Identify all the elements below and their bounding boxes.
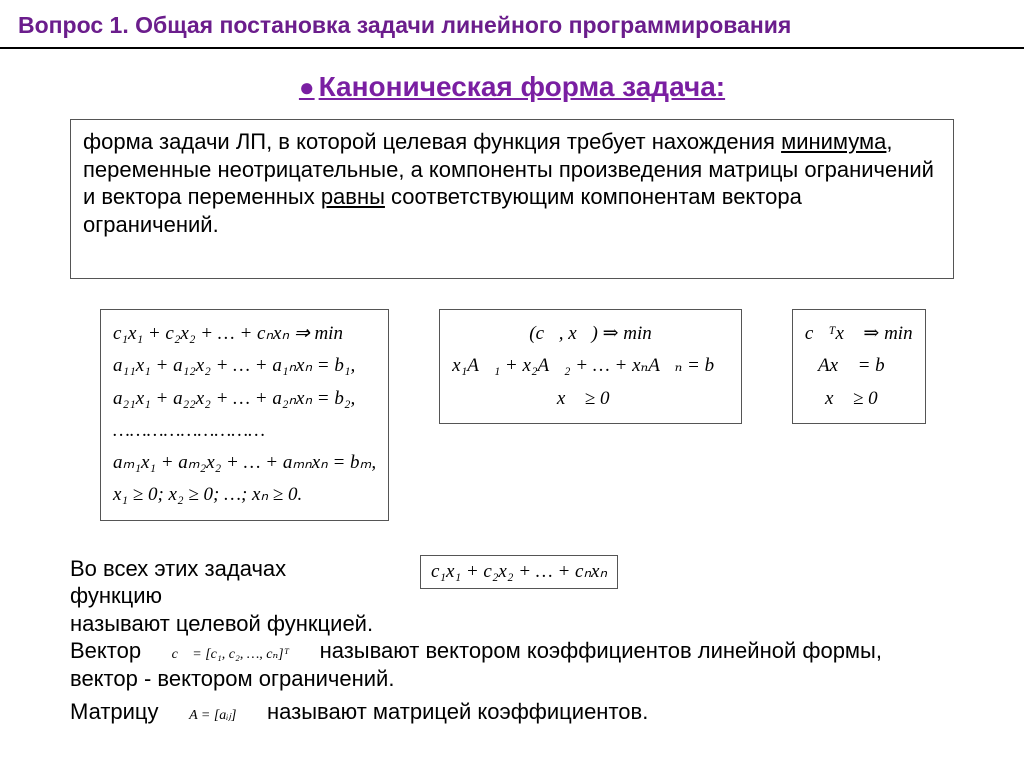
p2-a: Вектор [70, 638, 141, 663]
f3-l3: x⃗ ≥ 0⃗ [805, 383, 913, 415]
page-header: Вопрос 1. Общая постановка задачи линейн… [0, 0, 1024, 47]
p1-b: называют целевой функцией. [70, 611, 373, 636]
f2-l1: (c⃗, x⃗) ⇒ min [452, 318, 729, 350]
f1-l6: x₁ ≥ 0; x₂ ≥ 0; …; xₙ ≥ 0. [113, 479, 376, 511]
para-3: Матрицу A = [aᵢⱼ] называют матрицей коэф… [70, 698, 954, 726]
f3-l1: c⃗ᵀx⃗ ⇒ min [805, 318, 913, 350]
def-underline-1: минимума [781, 129, 886, 154]
bullet-icon: ● [299, 72, 315, 102]
p1-a: Во всех этих задачах функцию [70, 556, 286, 609]
formulas-row: c₁x₁ + c₂x₂ + … + cₙxₙ ⇒ min a₁₁x₁ + a₁₂… [100, 309, 1024, 521]
f3-l2: Ax⃗ = b⃗ [805, 350, 913, 382]
f1-l1: c₁x₁ + c₂x₂ + … + cₙxₙ ⇒ min [113, 318, 376, 350]
def-text-a: форма задачи ЛП, в которой целевая функц… [83, 129, 781, 154]
formula-box-expanded: c₁x₁ + c₂x₂ + … + cₙxₙ ⇒ min a₁₁x₁ + a₁₂… [100, 309, 389, 521]
formula-box-matrix: c⃗ᵀx⃗ ⇒ min Ax⃗ = b⃗ x⃗ ≥ 0⃗ [792, 309, 926, 424]
f1-l4: ……………………… [113, 415, 376, 447]
p3-b: называют матрицей коэффициентов. [267, 699, 648, 724]
inline-formula-objective: c₁x₁ + c₂x₂ + … + cₙxₙ [420, 555, 618, 589]
para-1: Во всех этих задачах функцию называют це… [70, 555, 954, 638]
p3-a: Матрицу [70, 699, 159, 724]
formula-box-vector: (c⃗, x⃗) ⇒ min x₁A⃗₁ + x₂A⃗₂ + … + xₙA⃗ₙ… [439, 309, 742, 424]
f2-l3: x⃗ ≥ 0⃗ [452, 383, 729, 415]
definition-box: форма задачи ЛП, в которой целевая функц… [70, 119, 954, 279]
f1-l5: aₘ₁x₁ + aₘ₂x₂ + … + aₘₙxₙ = bₘ, [113, 447, 376, 479]
f2-l2: x₁A⃗₁ + x₂A⃗₂ + … + xₙA⃗ₙ = b⃗ [452, 350, 729, 382]
def-underline-2: равны [321, 184, 385, 209]
p3-math: A = [aᵢⱼ] [189, 708, 236, 723]
f1-l3: a₂₁x₁ + a₂₂x₂ + … + a₂ₙxₙ = b₂, [113, 383, 376, 415]
p2-math: c⃗ = [c₁, c₂, …, cₙ]ᵀ [172, 647, 289, 662]
subtitle-text: Каноническая форма задача: [319, 71, 725, 102]
paragraphs: Во всех этих задачах функцию называют це… [70, 555, 954, 726]
header-divider [0, 47, 1024, 49]
para-2: Вектор c⃗ = [c₁, c₂, …, cₙ]ᵀ называют ве… [70, 637, 954, 692]
subtitle: ●Каноническая форма задача: [0, 71, 1024, 103]
f1-l2: a₁₁x₁ + a₁₂x₂ + … + a₁ₙxₙ = b₁, [113, 350, 376, 382]
